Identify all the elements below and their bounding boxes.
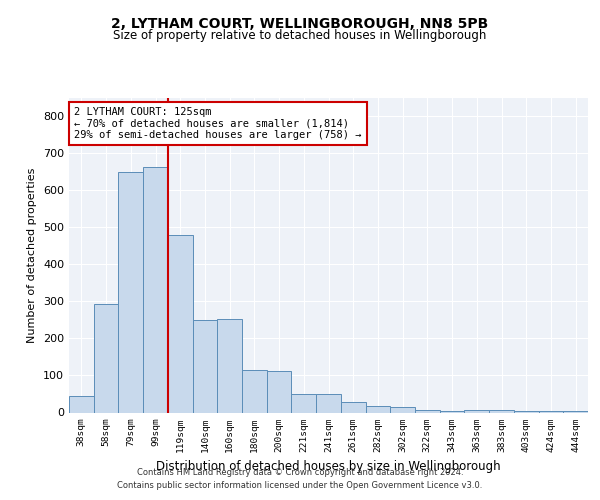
Text: Size of property relative to detached houses in Wellingborough: Size of property relative to detached ho… [113,29,487,42]
Bar [69,396,94,412]
Bar [292,394,316,412]
Bar [341,402,365,412]
X-axis label: Distribution of detached houses by size in Wellingborough: Distribution of detached houses by size … [156,460,501,473]
Bar [390,407,415,412]
Text: 2 LYTHAM COURT: 125sqm
← 70% of detached houses are smaller (1,814)
29% of semi-: 2 LYTHAM COURT: 125sqm ← 70% of detached… [74,107,362,140]
Bar [168,234,193,412]
Bar [242,370,267,412]
Bar [267,370,292,412]
Bar [143,167,168,412]
Bar [489,410,514,412]
Bar [118,172,143,412]
Bar [464,410,489,412]
Y-axis label: Number of detached properties: Number of detached properties [28,168,37,342]
Text: Contains public sector information licensed under the Open Government Licence v3: Contains public sector information licen… [118,480,482,490]
Text: 2, LYTHAM COURT, WELLINGBOROUGH, NN8 5PB: 2, LYTHAM COURT, WELLINGBOROUGH, NN8 5PB [112,18,488,32]
Bar [316,394,341,412]
Bar [217,318,242,412]
Bar [563,410,588,412]
Bar [193,320,217,412]
Bar [415,410,440,412]
Text: Contains HM Land Registry data © Crown copyright and database right 2024.: Contains HM Land Registry data © Crown c… [137,468,463,477]
Bar [365,406,390,412]
Bar [514,410,539,412]
Bar [94,304,118,412]
